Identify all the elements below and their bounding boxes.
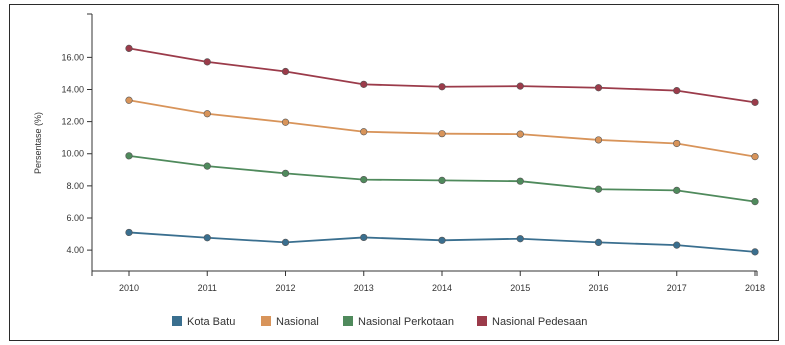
x-tick-label: 2010: [119, 283, 139, 293]
data-point[interactable]: [751, 248, 759, 256]
data-point[interactable]: [281, 118, 290, 126]
legend-item[interactable]: Nasional: [261, 316, 319, 328]
data-point[interactable]: [516, 235, 524, 243]
x-tick-label: 2013: [354, 283, 374, 293]
data-point[interactable]: [360, 176, 368, 184]
data-point[interactable]: [594, 238, 603, 247]
series-nasional-pedesaan: [125, 44, 759, 106]
data-point[interactable]: [594, 185, 603, 193]
series-line: [128, 99, 756, 158]
series-nasional-perkotaan: [125, 152, 759, 206]
x-tick-label: 2018: [745, 283, 765, 293]
data-point[interactable]: [360, 128, 368, 136]
series-line: [128, 47, 756, 104]
y-tick-label: 4.00: [66, 245, 84, 255]
legend-item[interactable]: Nasional Perkotaan: [343, 316, 454, 328]
data-point[interactable]: [438, 236, 446, 244]
data-point[interactable]: [673, 87, 681, 95]
y-tick-label: 10.00: [61, 149, 84, 159]
legend-item[interactable]: Nasional Pedesaan: [477, 316, 587, 328]
data-point[interactable]: [281, 169, 290, 177]
x-tick-label: 2016: [588, 283, 608, 293]
chart-legend: Kota Batu Nasional Nasional Perkotaan Nasio…: [172, 316, 587, 328]
data-point[interactable]: [673, 139, 681, 148]
legend-item[interactable]: Kota Batu: [172, 316, 235, 328]
legend-label: Kota Batu: [187, 316, 235, 328]
x-ticks: 2010 2011 2012 2013 2014 2015 2016 2017 2018: [91, 271, 765, 293]
legend-swatch: [343, 316, 353, 326]
data-point[interactable]: [673, 186, 681, 194]
data-point[interactable]: [360, 233, 368, 242]
data-point[interactable]: [203, 162, 211, 170]
data-point[interactable]: [673, 241, 681, 249]
data-point[interactable]: [125, 228, 133, 237]
x-tick-label: 2012: [275, 283, 295, 293]
y-tick-label: 12.00: [61, 117, 84, 127]
x-tick-label: 2015: [510, 283, 530, 293]
chart-axes: [91, 14, 757, 272]
series-group: [125, 44, 759, 256]
data-point[interactable]: [125, 44, 133, 52]
legend-label: Nasional: [276, 316, 319, 328]
series-kota-batu: [125, 228, 759, 256]
data-point[interactable]: [203, 58, 211, 66]
data-point[interactable]: [281, 67, 290, 76]
data-point[interactable]: [751, 198, 759, 206]
y-tick-label: 14.00: [61, 84, 84, 94]
y-tick-label: 8.00: [66, 181, 84, 191]
data-point[interactable]: [516, 82, 524, 90]
data-point[interactable]: [516, 130, 524, 138]
data-point[interactable]: [125, 96, 133, 104]
data-point[interactable]: [594, 84, 603, 92]
legend-swatch: [172, 316, 182, 326]
data-point[interactable]: [751, 98, 759, 106]
data-point[interactable]: [360, 80, 368, 88]
legend-label: Nasional Perkotaan: [358, 316, 454, 328]
data-point[interactable]: [438, 176, 446, 185]
legend-label: Nasional Pedesaan: [492, 316, 587, 328]
x-tick-label: 2011: [198, 283, 217, 293]
legend-swatch: [261, 316, 271, 326]
data-point[interactable]: [125, 152, 133, 160]
data-point[interactable]: [438, 130, 446, 138]
y-tick-label: 16.00: [61, 52, 84, 62]
data-point[interactable]: [594, 136, 603, 144]
data-point[interactable]: [516, 177, 524, 185]
series-nasional: [125, 96, 759, 161]
data-point[interactable]: [203, 110, 211, 118]
chart-frame: [9, 4, 779, 341]
data-point[interactable]: [438, 83, 446, 91]
x-tick-label: 2014: [432, 283, 452, 293]
y-axis-label: Persentase (%): [33, 112, 43, 174]
x-tick-label: 2017: [667, 283, 687, 293]
data-point[interactable]: [203, 234, 211, 242]
y-tick-label: 6.00: [66, 213, 84, 223]
legend-swatch: [477, 316, 487, 326]
data-point[interactable]: [751, 153, 759, 161]
data-point[interactable]: [281, 238, 290, 247]
y-ticks: 4.00 6.00 8.00 10.00 12.00 14.00 16.00: [61, 13, 92, 255]
